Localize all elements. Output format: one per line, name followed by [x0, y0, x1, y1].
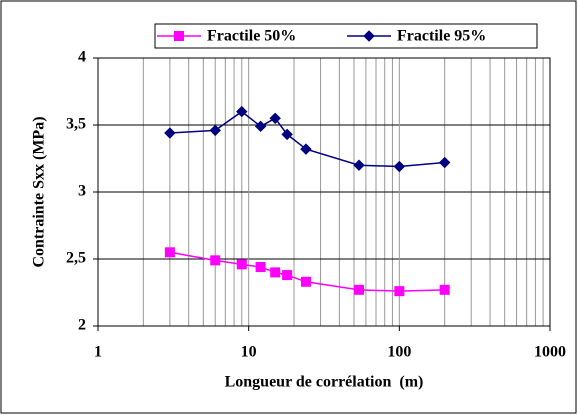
marker	[353, 159, 365, 171]
marker	[393, 160, 406, 173]
legend-box	[154, 23, 538, 49]
marker	[236, 105, 248, 118]
marker	[174, 31, 184, 41]
x-tick-label: 1	[94, 344, 102, 361]
y-tick-label: 4	[78, 49, 86, 66]
y-axis-label: Contrainte Sxx (MPa)	[31, 116, 48, 267]
legend-label: Fractile 95%	[397, 28, 486, 45]
x-tick-label: 100	[387, 344, 411, 361]
marker	[281, 128, 293, 141]
y-tick-label: 2	[78, 317, 86, 334]
y-tick-label: 3	[78, 183, 86, 200]
marker	[164, 127, 176, 139]
marker	[164, 247, 175, 258]
marker	[255, 262, 266, 273]
y-tick-label: 3,5	[66, 116, 86, 133]
series-line	[169, 110, 445, 168]
legend-label: Fractile 50%	[207, 28, 296, 45]
series-line	[169, 251, 445, 292]
marker	[254, 120, 267, 133]
marker	[210, 255, 221, 266]
marker	[300, 276, 311, 287]
marker	[438, 156, 451, 169]
marker	[363, 30, 375, 42]
marker	[354, 284, 365, 295]
x-tick-label: 1000	[534, 344, 566, 361]
marker	[270, 267, 281, 278]
marker	[209, 124, 221, 137]
y-tick-label: 2,5	[66, 250, 86, 267]
marker	[439, 284, 450, 295]
marker	[269, 112, 281, 125]
plot-border	[97, 57, 551, 327]
marker	[282, 270, 293, 281]
x-axis-label: Longueur de corrélation (m)	[225, 374, 424, 391]
marker	[300, 143, 312, 155]
marker	[236, 259, 247, 270]
x-tick-label: 10	[241, 344, 257, 361]
marker	[394, 286, 405, 297]
